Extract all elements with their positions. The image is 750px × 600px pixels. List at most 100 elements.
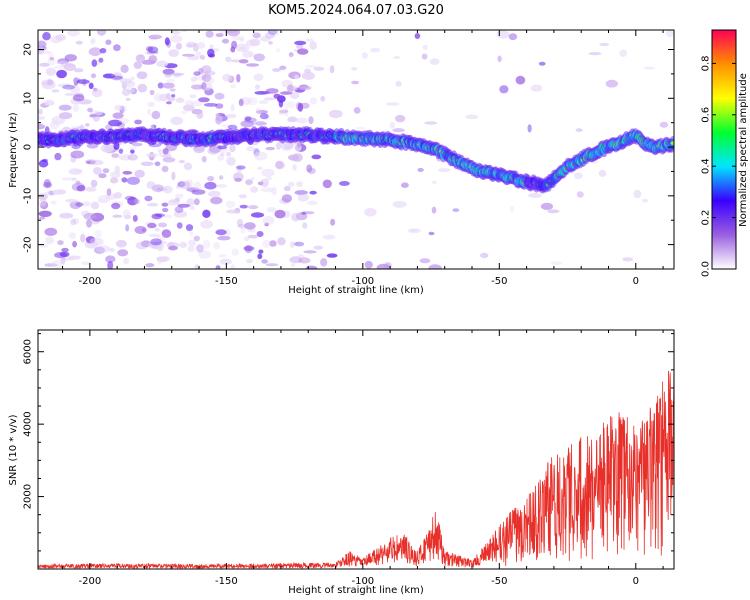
noise-blob [130,149,135,154]
noise-blob [294,40,307,46]
noise-blob [272,68,282,72]
noise-blob [196,111,204,120]
noise-blob [147,46,159,54]
noise-blob [255,84,260,90]
noise-blob [110,177,119,184]
colorbar-tick-label: 0.8 [701,55,712,71]
noise-blob [253,151,268,161]
x-tick-label: -200 [79,576,102,587]
noise-blob [131,142,143,147]
noise-blob [156,60,169,68]
noise-blob [75,202,84,207]
noise-blob [329,65,335,74]
noise-blob [149,89,155,96]
noise-blob [201,74,212,83]
noise-blob [89,114,98,118]
noise-blob [177,203,190,208]
noise-blob [80,233,86,243]
noise-blob [254,121,267,126]
noise-blob [215,229,227,236]
noise-blob [237,223,245,229]
noise-blob [313,66,325,71]
noise-blob [195,51,202,58]
noise-blob [58,104,72,111]
noise-blob [156,236,166,241]
noise-blob [320,96,326,102]
noise-blob [173,210,188,218]
colorbar-tick-label: 0.4 [701,158,712,174]
noise-blob [278,111,285,115]
noise-blob [208,190,221,198]
noise-blob [246,259,253,264]
noise-blob [309,97,318,105]
noise-blob [217,145,228,150]
noise-blob [260,36,271,42]
noise-blob [62,84,76,90]
noise-blob [599,42,610,47]
noise-blob [303,250,317,254]
noise-blob [362,52,368,59]
noise-blob [87,107,94,113]
noise-blob [105,39,112,45]
noise-blob [422,44,428,50]
noise-blob [56,61,69,65]
noise-blob [401,182,409,188]
noise-blob [179,241,187,248]
noise-blob [73,218,79,225]
noise-blob [240,120,255,128]
noise-blob [68,168,82,175]
noise-blob [47,78,53,86]
noise-blob [256,231,264,237]
noise-blob [190,76,197,82]
colorbar-tick-label: 0.2 [701,210,712,226]
noise-blob [94,246,105,254]
noise-blob [225,151,232,157]
noise-blob [50,200,58,205]
noise-blob [258,249,264,254]
noise-blob [666,30,674,38]
noise-blob [151,184,165,193]
noise-blob [225,56,232,62]
noise-blob [297,253,305,261]
noise-blob [38,193,48,200]
noise-blob [202,209,211,218]
noise-blob [90,179,98,188]
noise-blob [163,214,173,219]
noise-blob [339,181,350,186]
noise-blob [282,101,297,108]
noise-blob [307,167,316,174]
noise-blob [160,256,170,262]
noise-blob [147,101,155,108]
noise-blob [392,200,407,208]
noise-blob [68,232,76,240]
noise-blob [199,82,213,91]
noise-blob [102,168,110,174]
noise-blob [229,84,237,89]
noise-blob [308,116,314,125]
noise-blob [162,207,169,213]
colorbar-tick-label: 0.0 [701,261,712,277]
noise-blob [161,165,169,173]
noise-blob [261,168,275,177]
noise-blob [497,55,502,63]
noise-blob [170,116,184,126]
noise-blob [49,57,55,61]
noise-blob [231,36,245,40]
noise-blob [184,99,194,107]
noise-blob [290,91,300,99]
noise-blob [148,37,158,41]
noise-blob [91,59,98,67]
noise-blob [59,251,70,257]
noise-blob [301,211,306,215]
noise-blob [75,40,83,45]
noise-blob [181,110,188,115]
noise-blob [137,83,148,93]
noise-blob [238,194,247,199]
noise-blob [162,68,175,75]
noise-blob [540,202,554,210]
noise-blob [353,107,361,114]
noise-blob [265,176,273,181]
noise-blob [166,101,172,105]
noise-blob [55,34,66,41]
